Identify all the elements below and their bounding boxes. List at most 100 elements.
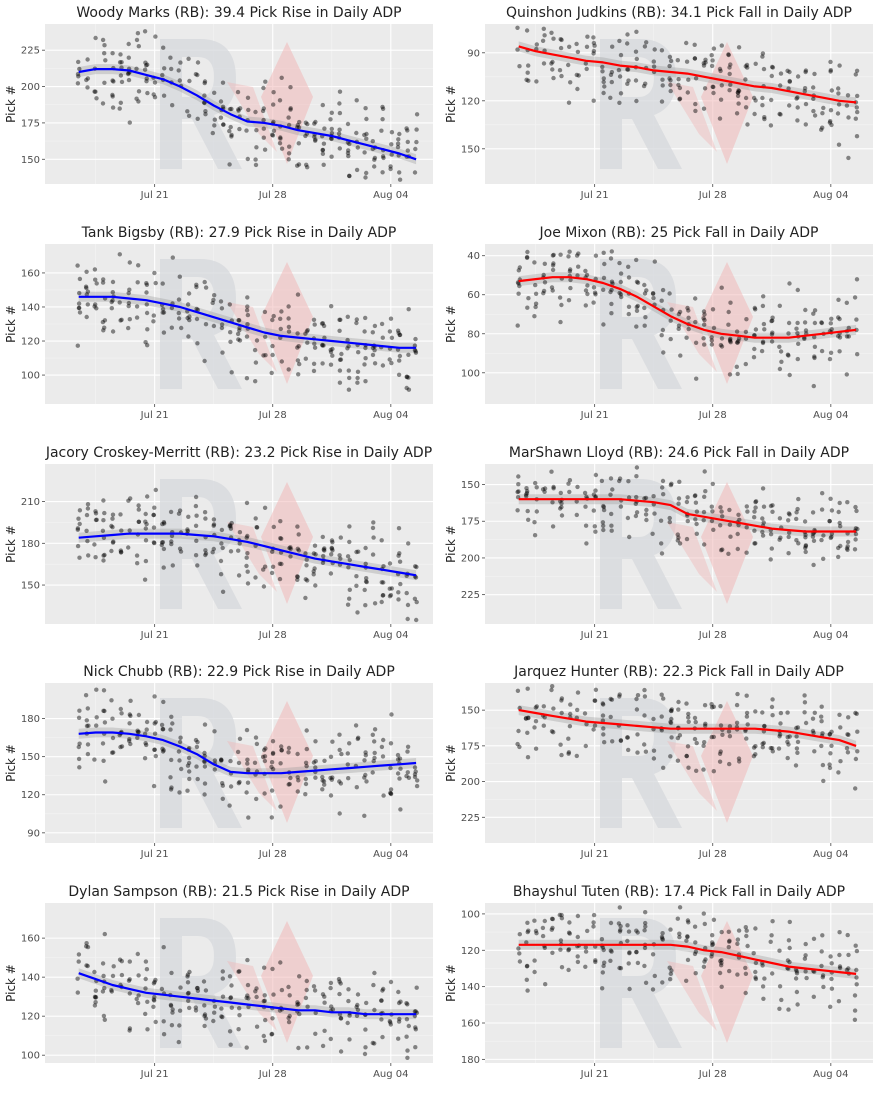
data-point: [812, 354, 817, 359]
data-point: [86, 723, 91, 729]
data-point: [406, 775, 412, 781]
data-point: [524, 28, 530, 33]
data-point: [802, 518, 808, 524]
data-point: [404, 385, 409, 390]
data-point: [345, 751, 350, 756]
data-point: [77, 309, 83, 315]
data-point: [608, 715, 613, 720]
data-point: [118, 549, 124, 555]
data-point: [303, 995, 309, 1001]
data-point: [836, 770, 841, 775]
data-point: [785, 352, 791, 357]
data-point: [551, 706, 556, 712]
data-point: [305, 327, 310, 333]
data-point: [803, 68, 809, 73]
data-point: [413, 348, 418, 354]
data-point: [525, 730, 530, 736]
data-point: [828, 535, 833, 540]
data-point: [744, 933, 749, 939]
data-point: [210, 549, 215, 554]
data-point: [676, 311, 682, 317]
data-point: [770, 971, 775, 976]
data-point: [675, 531, 680, 537]
data-point: [626, 264, 631, 269]
data-point: [658, 518, 664, 523]
data-point: [85, 85, 90, 90]
data-point: [346, 153, 351, 159]
data-point: [161, 564, 166, 570]
data-point: [271, 128, 277, 133]
data-point: [286, 304, 291, 309]
data-point: [168, 787, 174, 792]
data-point: [160, 72, 165, 78]
data-point: [262, 998, 267, 1004]
data-point: [677, 931, 682, 937]
data-point: [236, 317, 241, 323]
data-point: [136, 506, 141, 512]
data-point: [236, 108, 241, 113]
data-point: [253, 574, 258, 580]
data-point: [836, 999, 842, 1004]
y-axis-label: Pick #: [4, 964, 18, 1002]
data-point: [354, 317, 359, 322]
data-point: [286, 157, 291, 162]
data-point: [271, 524, 276, 529]
data-point: [413, 1009, 418, 1014]
data-point: [786, 534, 791, 539]
data-point: [836, 315, 841, 320]
data-point: [559, 696, 565, 701]
data-point: [795, 287, 800, 292]
data-point: [355, 145, 360, 150]
data-point: [143, 976, 148, 982]
data-point: [347, 741, 352, 746]
data-point: [796, 540, 801, 546]
data-point: [203, 285, 209, 290]
data-point: [558, 45, 564, 51]
data-point: [829, 743, 834, 749]
data-point: [413, 1025, 418, 1030]
data-point: [719, 958, 724, 963]
data-point: [337, 368, 343, 373]
data-point: [288, 546, 293, 551]
data-point: [355, 1007, 361, 1013]
data-point: [515, 507, 520, 513]
data-point: [202, 100, 207, 106]
data-point: [85, 752, 91, 757]
data-point: [608, 948, 613, 953]
y-tick-label: 100: [461, 910, 480, 921]
data-point: [533, 282, 538, 288]
data-point: [736, 336, 742, 341]
data-point: [711, 46, 717, 51]
data-point: [313, 759, 318, 764]
data-point: [542, 261, 547, 266]
data-point: [245, 780, 251, 786]
data-point: [618, 91, 624, 96]
data-point: [567, 249, 572, 254]
data-point: [152, 998, 157, 1003]
data-point: [693, 971, 698, 976]
data-point: [363, 561, 368, 566]
data-point: [303, 595, 308, 600]
data-point: [787, 734, 792, 740]
data-point: [735, 972, 740, 977]
data-point: [617, 260, 622, 266]
data-point: [279, 748, 284, 753]
data-point: [286, 1015, 291, 1021]
data-point: [820, 975, 825, 980]
data-point: [532, 725, 537, 730]
data-point: [160, 727, 165, 732]
data-point: [516, 729, 521, 734]
data-point: [625, 515, 631, 520]
data-point: [236, 107, 241, 112]
data-point: [102, 317, 108, 323]
data-point: [145, 999, 150, 1005]
data-point: [642, 291, 648, 296]
data-point: [828, 320, 833, 326]
data-point: [389, 712, 394, 718]
data-point: [617, 905, 622, 910]
data-point: [602, 261, 607, 266]
data-point: [787, 530, 792, 535]
data-point: [819, 320, 824, 325]
data-point: [677, 540, 683, 546]
data-point: [626, 478, 631, 483]
